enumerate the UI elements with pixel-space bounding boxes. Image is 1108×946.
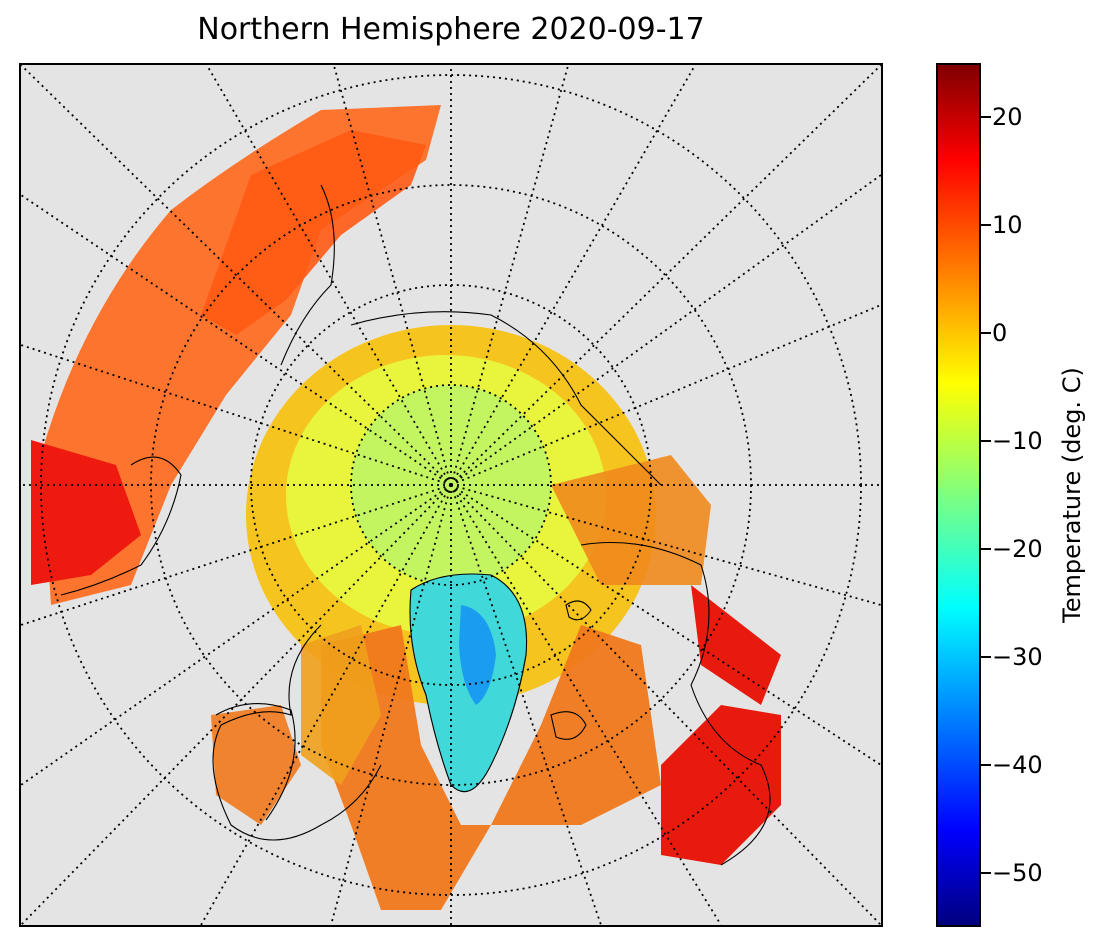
colorbar-tick-label: −10 [992,427,1043,455]
meridian [450,484,881,606]
meridian [450,65,570,486]
colorbar-tick [981,656,991,658]
meridian [21,194,452,486]
colorbar-tick-label: −40 [992,751,1043,779]
north-pacific-band [201,130,426,335]
alaska-coast [60,456,182,596]
meridian [200,484,452,925]
meridian [332,65,452,486]
meridian [21,65,452,486]
eurasia-coast [580,541,771,866]
meridian [450,174,881,486]
colorbar-tick-label: 0 [992,319,1008,347]
labrador [301,625,381,785]
meridian [450,65,697,486]
colorbar-tick [981,440,991,442]
colorbar-tick [981,872,991,874]
temperature-field [31,105,781,910]
hudson-bay [211,705,301,825]
hudson-coast [215,703,296,821]
meridian [330,484,452,925]
colorbar-tick [981,764,991,766]
colorbar-tick-label: −50 [992,859,1043,887]
north-america-coast [212,624,382,841]
colorbar [936,63,981,927]
colorbar-tick [981,224,991,226]
warm-pacific [31,440,141,585]
colorbar-tick-label: 10 [992,211,1023,239]
meridian [450,484,722,925]
meridian [205,65,452,486]
map-title: Northern Hemisphere 2020-09-17 [197,12,705,47]
north-sea [661,705,781,865]
colorbar-tick [981,332,991,334]
svalbard-coast [565,600,592,621]
meridian [450,65,881,486]
siberia-coast [350,311,662,486]
meridian [21,484,452,925]
colorbar-tick [981,116,991,118]
meridian [450,484,881,766]
colorbar-tick [981,548,991,550]
colorbar-label: Temperature (deg. C) [1058,367,1086,623]
meridian [450,484,881,925]
latitude-circle-80 [350,384,552,586]
greenland-coast [409,573,528,793]
graticule [21,65,881,925]
iceland-coast [550,711,587,740]
greenland-cold-core [459,605,496,705]
north-atlantic-band [321,625,661,910]
map-panel [19,63,883,927]
colorbar-tick-label: −30 [992,643,1043,671]
colorbar-tick-label: −20 [992,535,1043,563]
colorbar-tick-label: 20 [992,103,1023,131]
mid-latitude-band [41,105,441,605]
polar-map [21,65,881,925]
coastlines [60,184,771,866]
baltic [691,585,781,705]
kamchatka-coast [280,184,335,366]
